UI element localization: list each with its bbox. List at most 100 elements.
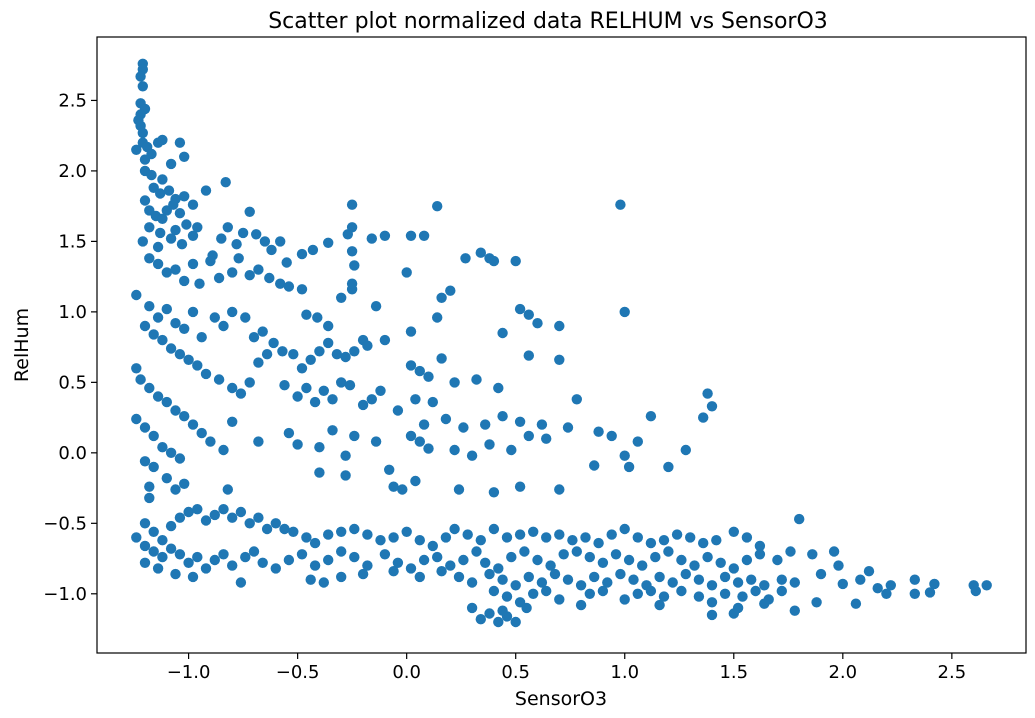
data-point bbox=[209, 509, 220, 521]
data-point bbox=[863, 566, 875, 577]
data-point bbox=[244, 206, 255, 217]
data-point bbox=[528, 588, 539, 599]
data-point bbox=[139, 456, 151, 467]
data-point bbox=[296, 363, 308, 374]
y-tick-label: −0.5 bbox=[43, 513, 87, 534]
data-point bbox=[157, 442, 168, 453]
data-point bbox=[362, 340, 373, 351]
data-point bbox=[323, 554, 334, 566]
data-point bbox=[168, 199, 179, 210]
data-point bbox=[148, 526, 159, 537]
data-point bbox=[693, 574, 705, 585]
data-point bbox=[192, 222, 203, 233]
data-point bbox=[567, 535, 578, 546]
data-point bbox=[575, 580, 587, 591]
x-axis-ticks: −1.0 −0.5 0.0 0.5 1.0 1.5 2.0 2.5 bbox=[167, 653, 966, 683]
data-point bbox=[283, 427, 295, 439]
data-point bbox=[346, 222, 358, 233]
data-point bbox=[754, 549, 766, 560]
data-point bbox=[257, 326, 268, 337]
data-point bbox=[379, 334, 391, 346]
data-point bbox=[170, 224, 181, 236]
data-point bbox=[139, 518, 151, 529]
data-point bbox=[227, 267, 238, 278]
data-point bbox=[200, 368, 212, 380]
data-point bbox=[170, 484, 181, 495]
data-point bbox=[131, 413, 142, 425]
data-point bbox=[815, 568, 827, 580]
data-point bbox=[305, 354, 316, 365]
data-point bbox=[789, 577, 800, 588]
points-layer bbox=[131, 58, 992, 628]
data-point bbox=[702, 388, 713, 399]
data-point bbox=[152, 241, 164, 253]
data-point bbox=[144, 253, 155, 264]
data-point bbox=[593, 537, 604, 549]
data-point bbox=[776, 574, 787, 585]
data-point bbox=[288, 526, 299, 537]
data-point bbox=[706, 609, 718, 621]
data-point bbox=[689, 560, 700, 571]
data-point bbox=[680, 444, 691, 456]
data-point bbox=[663, 461, 674, 473]
data-point bbox=[680, 568, 691, 580]
data-point bbox=[702, 551, 713, 563]
data-point bbox=[506, 551, 517, 563]
data-point bbox=[541, 433, 552, 444]
data-point bbox=[305, 574, 316, 585]
data-point bbox=[194, 278, 205, 289]
data-point bbox=[327, 425, 338, 436]
data-point bbox=[545, 560, 556, 571]
data-point bbox=[676, 585, 687, 597]
data-point bbox=[349, 260, 360, 271]
data-point bbox=[139, 154, 151, 165]
data-point bbox=[811, 597, 822, 608]
data-point bbox=[314, 442, 325, 453]
data-point bbox=[388, 566, 399, 577]
data-point bbox=[706, 401, 718, 412]
data-point bbox=[488, 523, 500, 535]
data-point bbox=[366, 394, 377, 405]
data-point bbox=[475, 614, 486, 625]
data-point bbox=[135, 71, 146, 82]
data-point bbox=[521, 602, 532, 614]
data-point bbox=[510, 616, 521, 628]
data-point bbox=[575, 599, 587, 611]
data-point bbox=[157, 134, 168, 146]
data-point bbox=[833, 560, 844, 571]
data-point bbox=[161, 267, 172, 278]
data-point bbox=[179, 411, 190, 422]
data-point bbox=[292, 439, 303, 450]
data-point bbox=[432, 201, 443, 212]
data-point bbox=[410, 475, 421, 487]
data-point bbox=[362, 529, 373, 540]
x-tick-label: 2.0 bbox=[828, 662, 857, 683]
data-point bbox=[728, 526, 739, 537]
data-point bbox=[268, 337, 279, 349]
data-point bbox=[139, 540, 151, 552]
data-point bbox=[484, 608, 495, 619]
data-point bbox=[460, 253, 471, 264]
data-point bbox=[440, 413, 452, 425]
data-point bbox=[220, 177, 231, 188]
data-point bbox=[449, 523, 460, 535]
data-point bbox=[405, 563, 417, 574]
data-point bbox=[388, 532, 399, 543]
data-point bbox=[336, 292, 347, 303]
data-point bbox=[349, 523, 360, 535]
data-point bbox=[135, 374, 146, 385]
data-point bbox=[405, 430, 417, 442]
y-tick-label: 1.5 bbox=[58, 231, 87, 252]
data-point bbox=[192, 551, 203, 563]
data-point bbox=[309, 537, 321, 549]
data-point bbox=[248, 332, 260, 343]
data-point bbox=[253, 264, 264, 275]
data-point bbox=[392, 557, 404, 568]
x-tick-label: 0.0 bbox=[392, 662, 421, 683]
data-point bbox=[405, 360, 417, 371]
data-point bbox=[261, 349, 273, 360]
data-point bbox=[192, 360, 203, 371]
data-point bbox=[251, 229, 262, 240]
data-point bbox=[584, 551, 595, 563]
data-point bbox=[196, 332, 207, 343]
